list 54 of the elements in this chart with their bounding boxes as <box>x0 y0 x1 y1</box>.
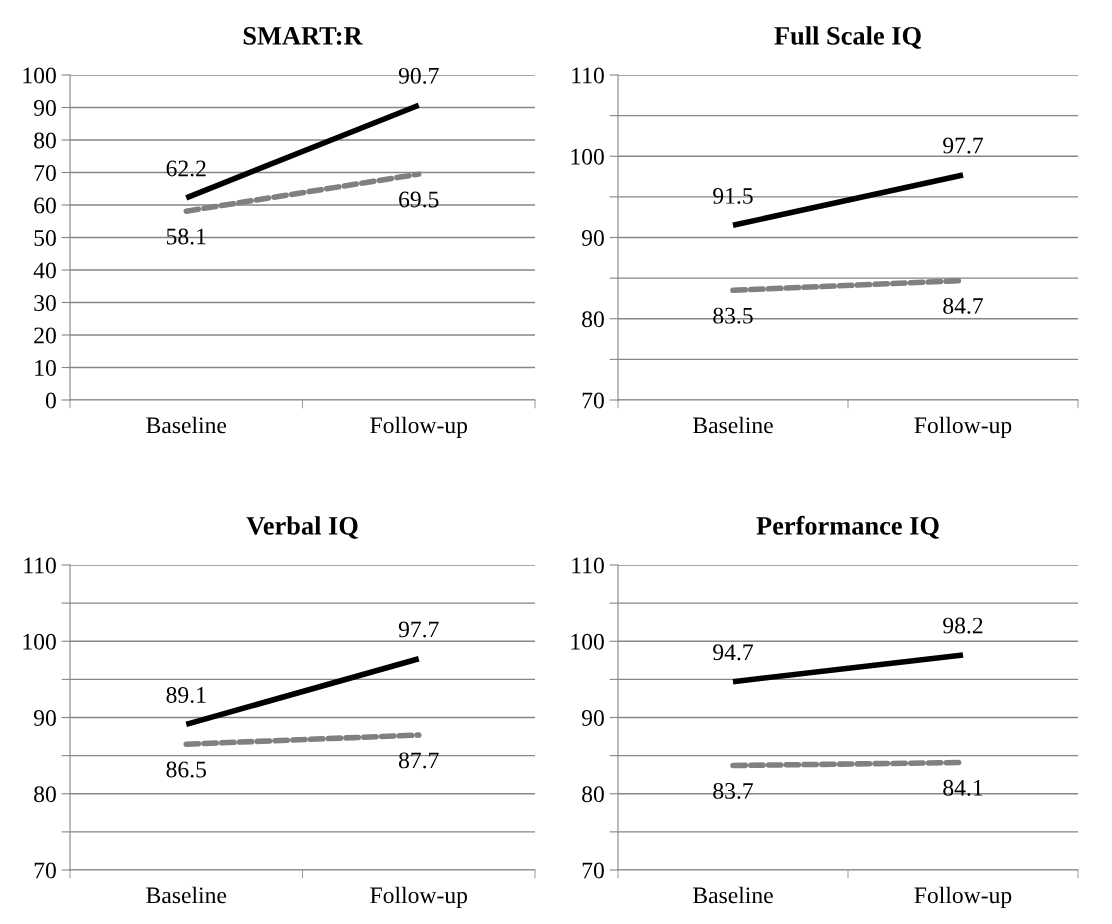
y-tick-label: 50 <box>34 229 56 246</box>
data-label: 84.1 <box>943 779 983 796</box>
data-label: 98.2 <box>943 617 983 634</box>
x-tick-label: Baseline <box>146 416 227 434</box>
y-tick-label: 100 <box>571 148 604 165</box>
data-label: 83.7 <box>713 782 753 799</box>
chart-title: Performance IQ <box>756 515 939 539</box>
y-tick-label: 80 <box>34 786 56 803</box>
y-tick-label: 90 <box>581 709 604 726</box>
data-label: 90.7 <box>398 67 439 84</box>
y-tick-label: 100 <box>571 633 604 650</box>
data-label: 89.1 <box>166 686 206 703</box>
x-tick-label: Follow-up <box>914 886 1012 909</box>
y-tick-label: 100 <box>23 67 56 84</box>
chart-title: SMART:R <box>243 26 363 45</box>
y-tick-label: 0 <box>45 392 56 409</box>
y-tick-label: 110 <box>572 67 604 84</box>
data-label: 83.5 <box>713 307 753 324</box>
y-tick-label: 40 <box>33 262 56 279</box>
data-label: 97.7 <box>398 621 439 638</box>
y-tick-label: 90 <box>581 229 604 246</box>
data-label: 87.7 <box>398 752 439 769</box>
chart-title: Verbal IQ <box>246 516 358 539</box>
y-tick-label: 70 <box>582 392 604 409</box>
y-tick-label: 80 <box>582 786 604 803</box>
y-tick-label: 10 <box>35 359 56 376</box>
y-tick-label: 70 <box>34 862 56 879</box>
y-tick-label: 30 <box>34 294 56 311</box>
y-tick-label: 110 <box>24 557 56 574</box>
y-tick-label: 80 <box>582 311 604 328</box>
y-tick-label: 100 <box>23 633 56 650</box>
data-label: 94.7 <box>713 644 753 661</box>
data-label: 84.7 <box>943 297 983 314</box>
data-label: 91.5 <box>713 187 753 204</box>
x-tick-label: Baseline <box>693 416 773 434</box>
data-label: 69.5 <box>399 191 439 208</box>
data-label: 62.2 <box>166 160 206 177</box>
data-label: 86.5 <box>166 761 206 778</box>
y-tick-label: 90 <box>33 99 56 116</box>
y-tick-label: 20 <box>34 327 56 344</box>
y-tick-label: 70 <box>582 862 604 879</box>
x-tick-label: Follow-up <box>370 886 468 909</box>
x-tick-label: Baseline <box>693 886 773 904</box>
x-tick-label: Follow-up <box>914 416 1012 439</box>
y-tick-label: 70 <box>34 164 56 181</box>
chart-title: Full Scale IQ <box>774 26 921 49</box>
x-tick-label: Follow-up <box>370 416 468 439</box>
data-label: 58.1 <box>166 228 206 245</box>
y-tick-label: 110 <box>572 557 604 574</box>
y-tick-label: 90 <box>33 709 56 726</box>
y-tick-label: 60 <box>34 197 56 214</box>
y-tick-label: 80 <box>34 132 56 149</box>
data-label: 97.7 <box>943 137 983 154</box>
x-tick-label: Baseline <box>146 886 227 904</box>
